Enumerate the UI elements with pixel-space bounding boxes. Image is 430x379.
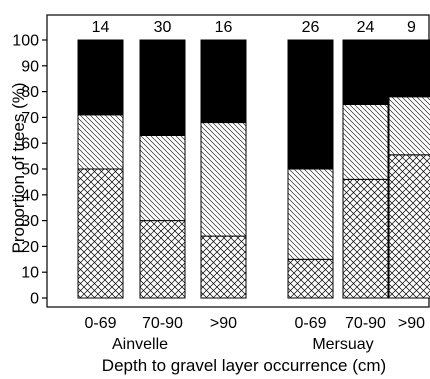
sample-count-0-0: 14	[92, 19, 110, 36]
bar-segment-0-2-0	[200, 235, 247, 299]
y-tick-label-30: 30	[21, 213, 39, 230]
y-tick-label-40: 40	[21, 187, 39, 204]
y-tick-label-90: 90	[21, 58, 39, 75]
bar-segment-0-2-2	[200, 39, 247, 124]
category-label-1-2: >90	[398, 315, 425, 332]
bar-segment-1-0-1	[287, 168, 334, 260]
category-label-1-1: 70-90	[345, 315, 386, 332]
sample-count-0-2: 16	[215, 19, 233, 36]
y-tick-label-0: 0	[30, 291, 39, 308]
bar-segment-0-1-0	[139, 220, 186, 299]
bar-segment-1-0-2	[287, 39, 334, 170]
bar-segment-1-2-0	[388, 154, 430, 299]
category-label-0-1: 70-90	[142, 315, 183, 332]
bar-labels: Ainvelle 0-69 14 70-90 30 >90 16 Mersuay 0-69 26 7…	[84, 19, 425, 353]
y-axis-title: Proportion of trees (%)	[9, 82, 28, 253]
bar-segment-0-0-1	[77, 114, 124, 170]
category-label-0-0: 0-69	[84, 315, 116, 332]
bar-segment-1-1-2	[342, 39, 389, 105]
y-tick-label-20: 20	[21, 239, 39, 256]
y-tick-label-70: 70	[21, 110, 39, 127]
y-tick-label-10: 10	[21, 265, 39, 282]
bar-segment-1-1-1	[342, 104, 389, 180]
bar-segment-1-0-0	[287, 258, 334, 299]
category-label-0-2: >90	[210, 315, 237, 332]
bar-segment-0-1-2	[139, 39, 186, 136]
bar-segment-1-2-2	[388, 39, 430, 98]
y-tick-label-50: 50	[21, 162, 39, 179]
group-label-1: Mersuay	[312, 336, 373, 353]
sample-count-0-1: 30	[154, 19, 172, 36]
group-label-0: Ainvelle	[112, 336, 168, 353]
sample-count-1-1: 24	[357, 19, 375, 36]
bars	[77, 39, 430, 299]
bar-segment-0-0-2	[77, 39, 124, 116]
y-tick-label-60: 60	[21, 136, 39, 153]
bar-segment-0-0-0	[77, 168, 124, 299]
bar-segment-0-1-1	[139, 134, 186, 222]
category-label-1-0: 0-69	[294, 315, 326, 332]
sample-count-1-2: 9	[407, 19, 416, 36]
y-axis: 0 10 20 30 40 50 60 70 80 90 100	[12, 33, 47, 308]
y-tick-label-80: 80	[21, 84, 39, 101]
bar-segment-1-1-0	[342, 178, 389, 299]
sample-count-1-0: 26	[302, 19, 320, 36]
bar-segment-1-2-1	[388, 96, 430, 156]
x-axis-title: Depth to gravel layer occurrence (cm)	[102, 356, 386, 375]
y-tick-label-100: 100	[12, 33, 39, 50]
bar-segment-0-2-1	[200, 122, 247, 237]
